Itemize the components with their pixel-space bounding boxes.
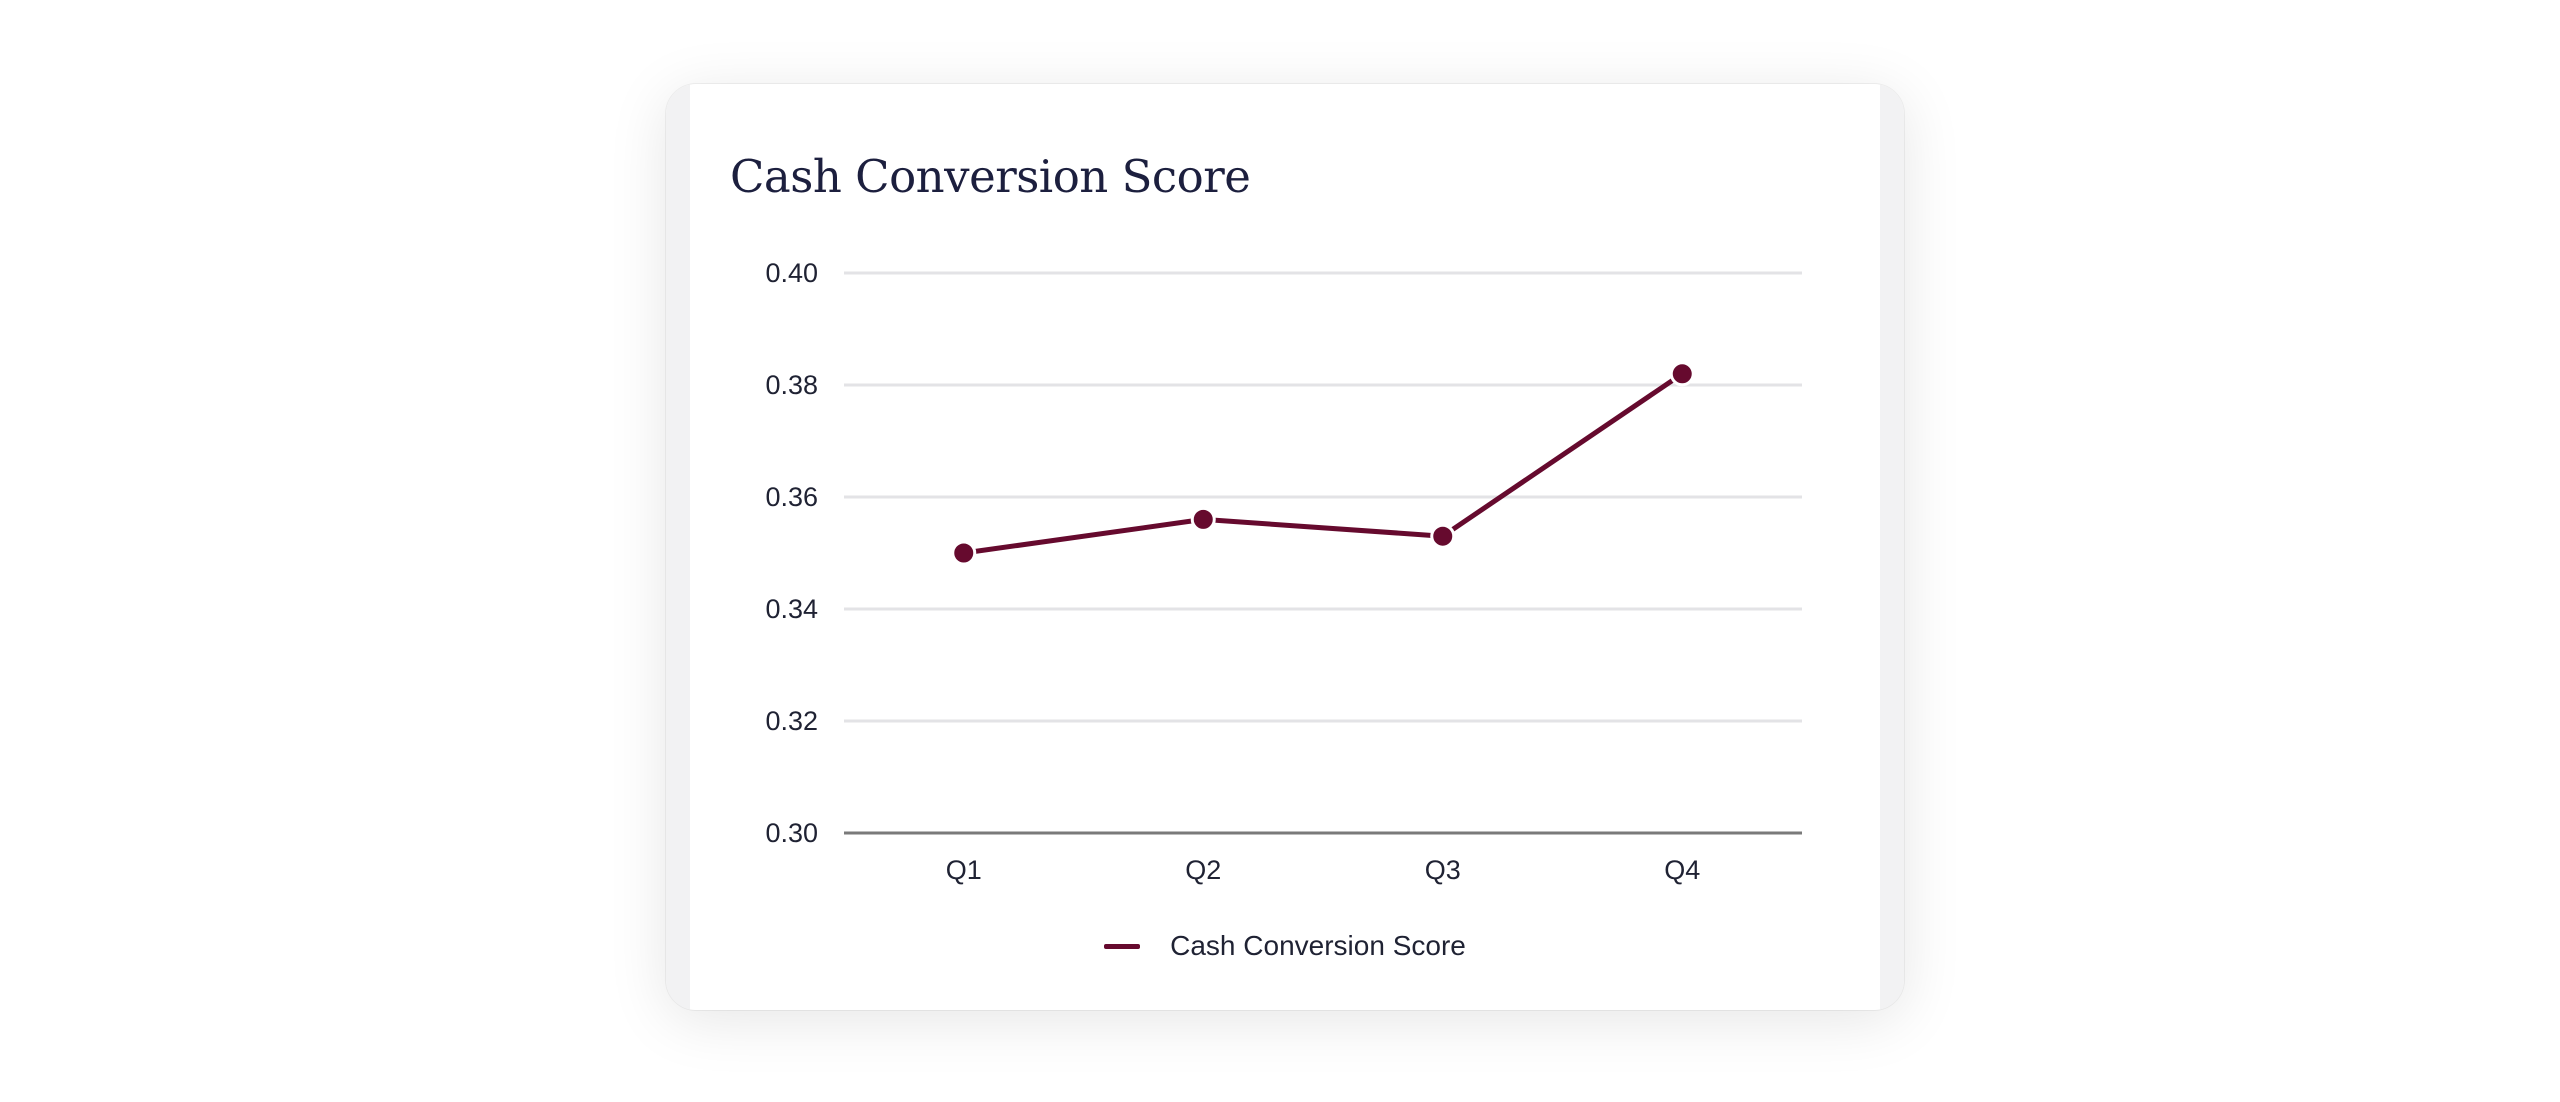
- axes: 0.30 0.32 0.34 0.36 0.38 0.40 Q1 Q2 Q3 Q4: [765, 258, 1802, 885]
- y-tick-label: 0.32: [765, 706, 818, 736]
- legend-swatch: [1104, 943, 1141, 949]
- x-tick-label: Q3: [1425, 855, 1461, 885]
- series-line: [961, 371, 1685, 556]
- legend-label: Cash Conversion Score: [1170, 930, 1466, 961]
- y-tick-label: 0.38: [765, 370, 818, 400]
- chart-title: Cash Conversion Score: [730, 150, 1251, 203]
- chart-card: Cash Conversion Score 0.30 0.32 0.34 0.36 0.…: [666, 84, 1904, 1010]
- series-layer: [951, 361, 1695, 566]
- card-right-edge: [1880, 84, 1904, 1010]
- data-point: [951, 540, 977, 566]
- legend: Cash Conversion Score: [666, 930, 1904, 962]
- data-point: [1190, 506, 1216, 532]
- y-tick-label: 0.36: [765, 482, 818, 512]
- y-tick-label: 0.34: [765, 594, 818, 624]
- x-tick-label: Q1: [946, 855, 982, 885]
- x-tick-label: Q4: [1664, 855, 1700, 885]
- y-tick-label: 0.40: [765, 258, 818, 288]
- gridlines: [844, 271, 1802, 723]
- y-tick-label: 0.30: [765, 818, 818, 848]
- card-left-edge: [666, 84, 690, 1010]
- data-point: [1430, 523, 1456, 549]
- x-tick-label: Q2: [1185, 855, 1221, 885]
- line-chart: 0.30 0.32 0.34 0.36 0.38 0.40 Q1 Q2 Q3 Q4: [765, 258, 1802, 885]
- data-point: [1669, 361, 1695, 387]
